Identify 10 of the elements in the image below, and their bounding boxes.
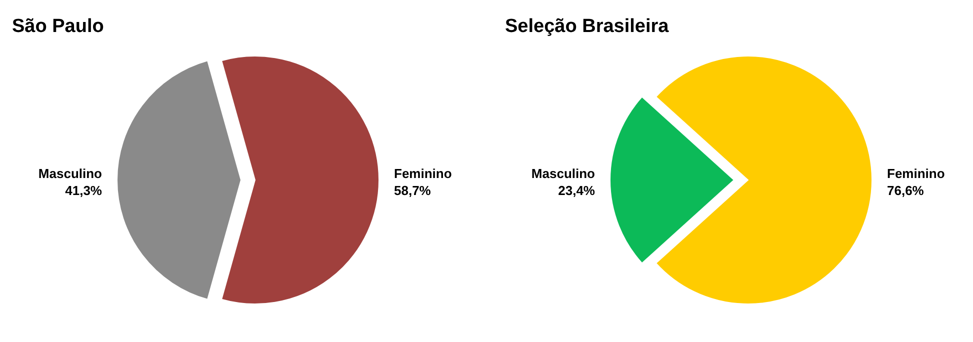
slice-label: Masculino bbox=[38, 166, 102, 181]
slice-label: Masculino bbox=[531, 166, 596, 181]
chart-title: Seleção Brasileira bbox=[505, 16, 670, 37]
data-label: 23,4% bbox=[558, 183, 596, 198]
slice-label: Feminino bbox=[394, 166, 452, 181]
data-label: 76,6% bbox=[887, 183, 924, 198]
chart-title: São Paulo bbox=[12, 16, 104, 37]
slice-label: Feminino bbox=[887, 166, 945, 181]
data-label: 41,3% bbox=[65, 183, 102, 198]
data-label: 58,7% bbox=[394, 183, 432, 198]
